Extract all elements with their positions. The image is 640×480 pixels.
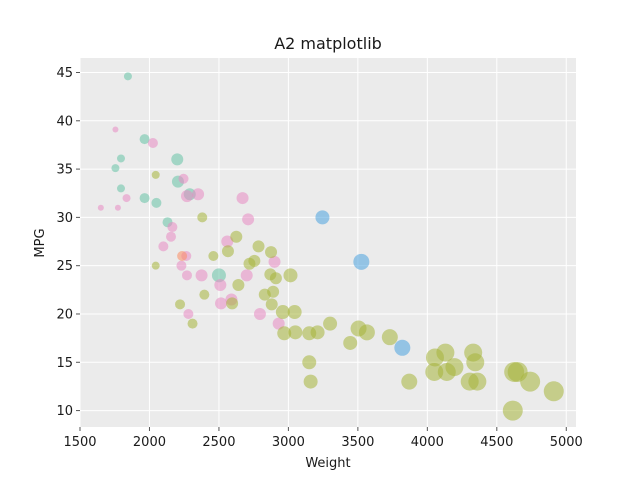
chart-title: A2 matplotlib [274, 34, 382, 53]
y-tick-label: 40 [56, 114, 73, 129]
data-point [208, 251, 219, 262]
data-point [226, 297, 239, 310]
data-point [272, 317, 285, 330]
data-point [221, 245, 234, 258]
data-point [265, 246, 278, 259]
data-point [303, 374, 318, 389]
data-point [288, 325, 303, 340]
data-point [466, 353, 485, 372]
x-tick-label: 2000 [133, 435, 166, 450]
data-point [381, 329, 398, 346]
x-tick-label: 5000 [550, 435, 583, 450]
data-point [358, 324, 375, 341]
data-point [139, 193, 150, 204]
data-point [240, 269, 253, 282]
data-point [122, 194, 131, 203]
data-point [175, 299, 186, 310]
x-tick-label: 1500 [63, 435, 96, 450]
data-point [139, 134, 150, 145]
data-point [97, 204, 104, 211]
data-point [283, 268, 298, 283]
data-point [177, 251, 188, 262]
y-axis: 10 15 20 25 30 35 40 45 [56, 66, 80, 419]
data-point [436, 343, 455, 362]
data-point [114, 204, 121, 211]
data-point [236, 192, 249, 205]
data-point [230, 230, 243, 243]
data-point [353, 253, 370, 270]
data-point [468, 372, 487, 391]
data-point [323, 316, 338, 331]
data-point [183, 308, 194, 319]
data-point [158, 241, 169, 252]
data-point [111, 164, 120, 173]
data-point [425, 362, 444, 381]
data-point [176, 260, 187, 271]
data-point [252, 240, 265, 253]
data-point [147, 138, 158, 149]
data-point [151, 197, 162, 208]
data-point [221, 235, 234, 248]
data-point [195, 269, 208, 282]
data-point [267, 285, 280, 298]
x-tick-label: 3500 [341, 435, 374, 450]
data-point [112, 126, 119, 133]
y-tick-label: 30 [56, 211, 73, 226]
x-axis: 1500 2000 2500 3000 3500 4000 4500 5000 [63, 427, 583, 450]
data-point [287, 305, 302, 320]
data-point [181, 270, 192, 281]
data-point [268, 255, 281, 268]
data-point [116, 154, 125, 163]
data-point [232, 279, 245, 292]
data-point [520, 371, 541, 392]
data-point [275, 305, 290, 320]
x-tick-label: 3000 [272, 435, 305, 450]
data-point [197, 212, 208, 223]
data-point [265, 298, 278, 311]
y-tick-label: 45 [56, 66, 73, 81]
x-tick-label: 4500 [480, 435, 513, 450]
data-point [116, 184, 125, 193]
data-point [242, 213, 255, 226]
y-tick-label: 10 [56, 404, 73, 419]
x-tick-label: 4000 [411, 435, 444, 450]
data-point [166, 231, 177, 242]
data-point [187, 318, 198, 329]
y-tick-label: 20 [56, 307, 73, 322]
data-point [502, 400, 523, 421]
data-point [215, 297, 228, 310]
y-tick-label: 15 [56, 356, 73, 371]
data-point [277, 326, 292, 341]
data-point [167, 222, 178, 233]
data-point [302, 355, 317, 370]
plot-area [80, 58, 576, 427]
data-point [248, 254, 261, 267]
data-point [401, 373, 418, 390]
data-point [192, 188, 205, 201]
data-point [394, 339, 411, 356]
data-point [180, 190, 193, 203]
data-point [310, 325, 325, 340]
data-point [151, 261, 160, 270]
data-point [171, 153, 184, 166]
x-tick-label: 2500 [202, 435, 235, 450]
data-point [211, 268, 226, 283]
data-point [253, 307, 266, 320]
data-point [178, 173, 189, 184]
data-point [151, 170, 160, 179]
data-point [269, 272, 282, 285]
data-point [123, 72, 132, 81]
data-point [543, 381, 564, 402]
y-axis-label: MPG [33, 228, 48, 257]
data-point [315, 210, 330, 225]
data-points [97, 72, 564, 421]
y-tick-label: 25 [56, 259, 73, 274]
data-point [343, 335, 358, 350]
data-point [214, 279, 227, 292]
x-axis-label: Weight [305, 456, 350, 471]
data-point [445, 358, 464, 377]
data-point [199, 289, 210, 300]
y-tick-label: 35 [56, 163, 73, 178]
